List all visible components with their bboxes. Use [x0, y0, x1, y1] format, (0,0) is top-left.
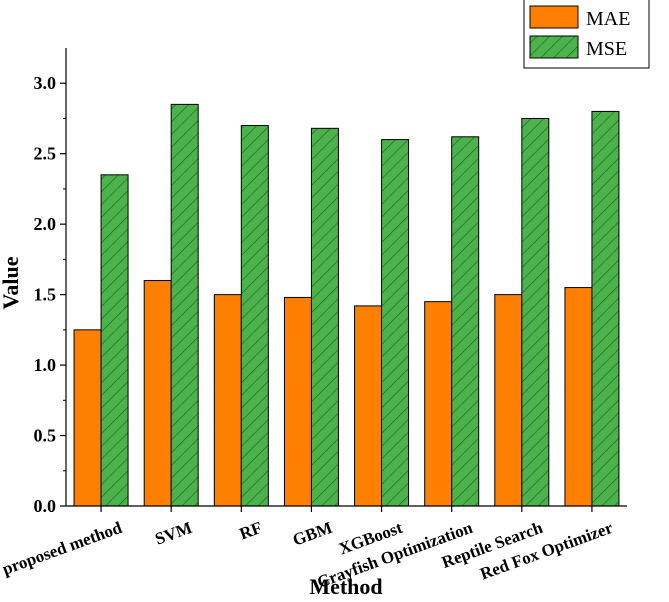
y-tick-label-5: 2.5	[34, 144, 57, 164]
bar-mse-4	[381, 139, 410, 507]
bar-mae-7	[564, 287, 593, 507]
y-tick-label-3: 1.5	[34, 285, 57, 305]
bar-mae-4	[354, 305, 383, 507]
bar-mae-0	[73, 329, 102, 507]
y-tick-label-2: 1.0	[34, 355, 57, 375]
legend-label-mae: MAE	[586, 8, 630, 30]
bar-mae-3	[283, 296, 312, 507]
legend-swatch-mse	[529, 35, 579, 59]
bar-mae-1	[143, 280, 172, 507]
y-tick-label-4: 2.0	[34, 214, 57, 234]
y-tick-label-1: 0.5	[34, 426, 57, 446]
bar-mse-5	[451, 136, 480, 507]
x-tick-label-2: RF	[237, 518, 265, 544]
bar-mae-6	[494, 294, 523, 507]
y-ticks-group: 0.0 0.5 1.0 1.5 2.0 2.5 3.0	[34, 73, 66, 516]
bar-mae-5	[424, 301, 453, 507]
x-tick-label-1: SVM	[153, 518, 195, 549]
bars-group	[73, 103, 620, 507]
bar-mse-6	[521, 117, 550, 507]
x-tick-label-3: GBM	[290, 518, 335, 550]
x-axis-title: Method	[309, 574, 382, 599]
bar-mae-2	[213, 294, 242, 507]
legend: MAE MSE	[523, 0, 650, 69]
legend-swatch-mae	[529, 5, 579, 29]
x-tick-label-0: The proposed method	[0, 518, 125, 590]
bar-mse-1	[170, 103, 199, 507]
y-axis-title: Value	[0, 256, 23, 309]
axes-group	[65, 48, 627, 507]
bar-mse-7	[591, 110, 620, 507]
y-tick-label-0: 0.0	[34, 496, 57, 516]
bar-mse-3	[310, 127, 339, 507]
x-categories-group: The proposed method SVM RF GBM XGBoostCrayfi…	[0, 506, 616, 592]
y-tick-label-6: 3.0	[34, 73, 57, 93]
legend-label-mse: MSE	[586, 38, 627, 60]
bar-mse-2	[240, 125, 269, 507]
bar-mse-0	[100, 174, 129, 507]
